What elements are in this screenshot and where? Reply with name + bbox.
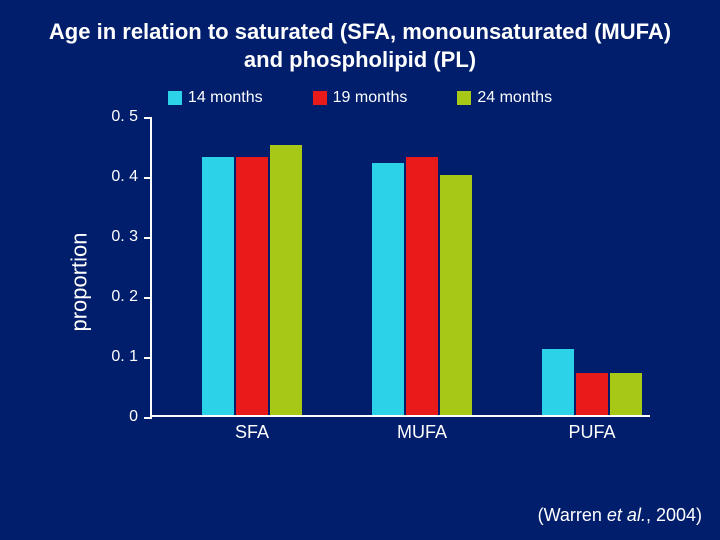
bar xyxy=(576,373,608,415)
y-axis-label: proportion xyxy=(67,232,93,331)
bar-group-sfa xyxy=(202,145,302,415)
ytick-label: 0. 1 xyxy=(111,348,152,366)
legend-swatch-1 xyxy=(313,91,327,105)
citation: (Warren et al., 2004) xyxy=(538,505,702,526)
bar xyxy=(372,163,404,415)
ytick-label: 0 xyxy=(129,408,152,426)
ytick-label: 0. 3 xyxy=(111,228,152,246)
citation-prefix: (Warren xyxy=(538,505,607,525)
x-axis-label: PUFA xyxy=(568,422,615,443)
x-axis-label: MUFA xyxy=(397,422,447,443)
chart-area: proportion 00. 10. 20. 30. 40. 5SFAMUFAP… xyxy=(100,117,660,447)
legend-item-19m: 19 months xyxy=(313,89,408,107)
ytick-label: 0. 4 xyxy=(111,168,152,186)
bar-group-pufa xyxy=(542,349,642,415)
bar-group-mufa xyxy=(372,157,472,415)
bar xyxy=(202,157,234,415)
legend-swatch-2 xyxy=(457,91,471,105)
legend: 14 months 19 months 24 months xyxy=(0,89,720,107)
ytick-label: 0. 5 xyxy=(111,108,152,126)
legend-swatch-0 xyxy=(168,91,182,105)
bar xyxy=(236,157,268,415)
bar xyxy=(270,145,302,415)
bar xyxy=(406,157,438,415)
legend-label-2: 24 months xyxy=(477,89,552,107)
legend-item-24m: 24 months xyxy=(457,89,552,107)
citation-italic: et al. xyxy=(607,505,646,525)
bar xyxy=(440,175,472,415)
plot-region: 00. 10. 20. 30. 40. 5SFAMUFAPUFA xyxy=(150,117,650,417)
x-axis-label: SFA xyxy=(235,422,269,443)
bar xyxy=(542,349,574,415)
chart-title: Age in relation to saturated (SFA, monou… xyxy=(0,0,720,81)
legend-item-14m: 14 months xyxy=(168,89,263,107)
citation-suffix: , 2004) xyxy=(646,505,702,525)
bar xyxy=(610,373,642,415)
legend-label-0: 14 months xyxy=(188,89,263,107)
legend-label-1: 19 months xyxy=(333,89,408,107)
ytick-label: 0. 2 xyxy=(111,288,152,306)
